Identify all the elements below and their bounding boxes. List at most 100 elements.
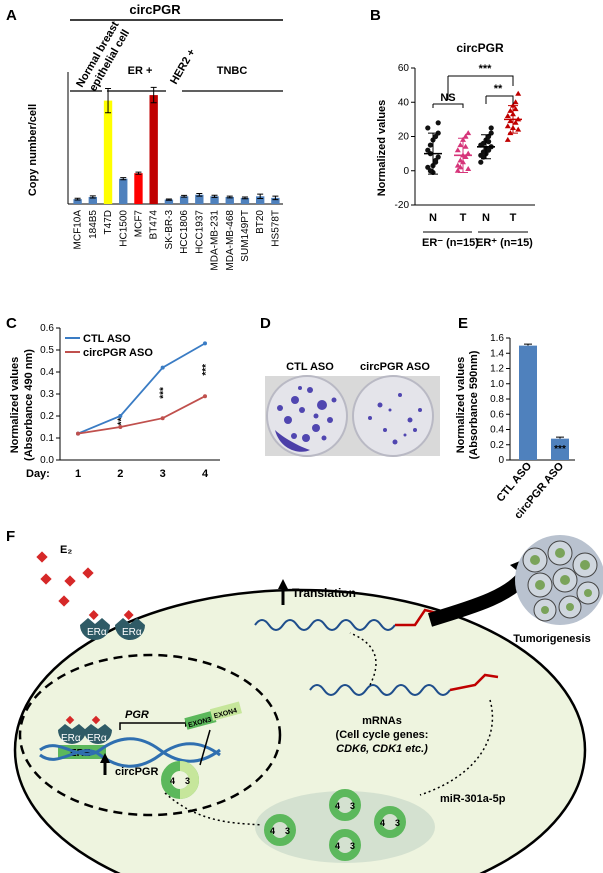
panel-b-sig-3star: *** bbox=[479, 63, 493, 75]
dna-strand-1 bbox=[39, 737, 221, 763]
panel-a-bar-BT20 bbox=[255, 196, 265, 204]
panel-b-sd-3 bbox=[508, 105, 518, 134]
pgr-label: PGR bbox=[125, 709, 149, 721]
panel-b-point bbox=[465, 166, 472, 172]
panel-c-legend-circ: circPGR ASO bbox=[83, 347, 153, 359]
panel-b-point bbox=[507, 107, 514, 113]
panel-b-point bbox=[454, 167, 461, 173]
era-label-2: ERα bbox=[122, 627, 142, 638]
panel-b-label: B bbox=[370, 7, 381, 24]
panel-a-errorbar-HCC1806 bbox=[181, 194, 188, 198]
panel-a-tick-HC1500: HC1500 bbox=[118, 210, 129, 247]
panel-a-errorbar-MCF10A bbox=[74, 197, 81, 201]
mrna-mid-tail bbox=[449, 673, 499, 692]
panel-c-point bbox=[160, 416, 165, 421]
ring-label-3-2: 3 bbox=[350, 801, 355, 811]
panel-c-legend-ctl: CTL ASO bbox=[83, 333, 131, 345]
panel-b-point bbox=[512, 119, 519, 125]
ring-label-3-0: 3 bbox=[185, 776, 190, 786]
ring-label-4-1: 4 bbox=[270, 826, 275, 836]
circpgr-up-arrowhead bbox=[100, 753, 110, 763]
panel-b-bracket-2star bbox=[485, 95, 514, 104]
ring-label-4-4: 4 bbox=[380, 818, 385, 828]
panel-e-bar-1 bbox=[551, 438, 569, 460]
ring-label-4-2: 4 bbox=[335, 801, 340, 811]
sponge-zone bbox=[255, 791, 435, 863]
e2-label: E₂ bbox=[60, 544, 72, 556]
panel-b-point bbox=[427, 142, 433, 148]
panel-b-ytick-label-0: 0 bbox=[403, 166, 409, 177]
panel-a-errorbar-HCC1937 bbox=[196, 192, 203, 197]
panel-b-point bbox=[504, 112, 511, 118]
panel-b-point bbox=[454, 147, 461, 153]
panel-e-ytick-label-0: 0 bbox=[498, 455, 504, 466]
panel-b-group-er-neg: ER⁻ (n=15) bbox=[422, 237, 479, 249]
panel-b-point bbox=[462, 154, 469, 160]
mrna-top bbox=[254, 619, 396, 631]
panel-b-point bbox=[425, 125, 431, 131]
panel-c-xtick-4: 4 bbox=[202, 468, 209, 480]
panel-c-ytick-label-0.1: 0.1 bbox=[40, 433, 54, 444]
panel-a-group-her2: HER2 + bbox=[168, 47, 198, 87]
panel-b-point bbox=[486, 139, 492, 145]
panel-a-header: circPGR bbox=[129, 2, 181, 17]
panel-b-sig-2star: ** bbox=[494, 83, 503, 95]
panel-a-tick-HS578T: HS578T bbox=[270, 210, 281, 247]
panel-d-label-ctl: CTL ASO bbox=[286, 361, 334, 373]
panel-a-ylabel: Copy number/cell bbox=[27, 104, 39, 196]
panel-b-ytick-label-20: 20 bbox=[398, 132, 410, 143]
panel-c-line-chart: C Normalized values (Absorbance 490 nm) … bbox=[6, 315, 220, 480]
panel-e-ytick-label-1.4: 1.4 bbox=[490, 348, 504, 359]
tumor-cells bbox=[515, 535, 603, 625]
panel-e-ytick-label-0.2: 0.2 bbox=[490, 440, 504, 451]
panel-a-errorbar-184B5 bbox=[89, 195, 96, 199]
panel-a-tick-HCC1937: HCC1937 bbox=[194, 210, 205, 254]
circ-export-arrow bbox=[164, 792, 263, 826]
translation-label: Translation bbox=[292, 586, 356, 600]
panel-a-label: A bbox=[6, 7, 17, 24]
panel-a-bar-T47D bbox=[103, 100, 113, 204]
panel-e-ylabel-1: Normalized values bbox=[455, 357, 467, 454]
panel-c-label: C bbox=[6, 315, 17, 332]
exon-to-circ-arrow bbox=[199, 729, 211, 766]
panel-a-tick-MCF10A: MCF10A bbox=[73, 210, 84, 250]
panel-b-point bbox=[433, 157, 439, 164]
panel-c-point bbox=[76, 431, 80, 436]
panel-b-point bbox=[462, 133, 469, 139]
panel-a-errorbar-MDA-MB-468 bbox=[226, 195, 233, 199]
panel-a-bar-HCC1806 bbox=[179, 196, 189, 204]
panel-e-bar-0 bbox=[519, 345, 537, 460]
panel-b-point bbox=[478, 159, 484, 165]
panel-c-ytick-label-0.3: 0.3 bbox=[40, 389, 54, 400]
panel-c-point bbox=[160, 365, 165, 370]
panel-b-group-er-pos: ER⁺ (n=15) bbox=[476, 237, 533, 249]
panel-a-group-er: ER + bbox=[128, 65, 153, 77]
panel-a-bar-MCF7 bbox=[134, 173, 143, 204]
panel-c-ytick-label-0.5: 0.5 bbox=[40, 345, 54, 356]
ring-label-4-3: 4 bbox=[335, 841, 340, 851]
tumorigenesis-label: Tumorigenesis bbox=[513, 633, 590, 645]
panel-a-bar-HS578T bbox=[271, 197, 280, 204]
panel-a-group-tnbc: TNBC bbox=[217, 65, 248, 77]
nucleus bbox=[18, 653, 282, 817]
panel-e-sig: *** bbox=[554, 444, 566, 455]
panel-c-series-0 bbox=[77, 342, 206, 435]
panel-b-sd-0 bbox=[428, 132, 438, 175]
panel-a-errorbar-HC1500 bbox=[120, 177, 127, 181]
panel-a-errorbar-SK-BR-3 bbox=[165, 198, 172, 201]
mrnas-label: mRNAs bbox=[362, 715, 402, 727]
ring-label-3-4: 3 bbox=[395, 818, 400, 828]
panel-c-point bbox=[118, 425, 123, 429]
cell-ellipse bbox=[13, 588, 587, 873]
panel-a-tick-HCC1806: HCC1806 bbox=[179, 210, 190, 254]
ring-label-3-1: 3 bbox=[285, 826, 290, 836]
panel-a-errorbar-T47D bbox=[105, 88, 112, 114]
era-nuc-label-1: ERα bbox=[61, 733, 81, 744]
era-cytoplasm bbox=[80, 610, 145, 640]
e2-diamonds bbox=[36, 551, 94, 607]
panel-e-ytick-label-0.6: 0.6 bbox=[490, 409, 504, 420]
panel-b-ytick-label-40: 40 bbox=[398, 97, 410, 108]
panel-b-xtick-3: T bbox=[510, 212, 517, 224]
panel-a-bar-SK-BR-3 bbox=[164, 199, 174, 204]
panel-b-xtick-1: T bbox=[460, 212, 467, 224]
